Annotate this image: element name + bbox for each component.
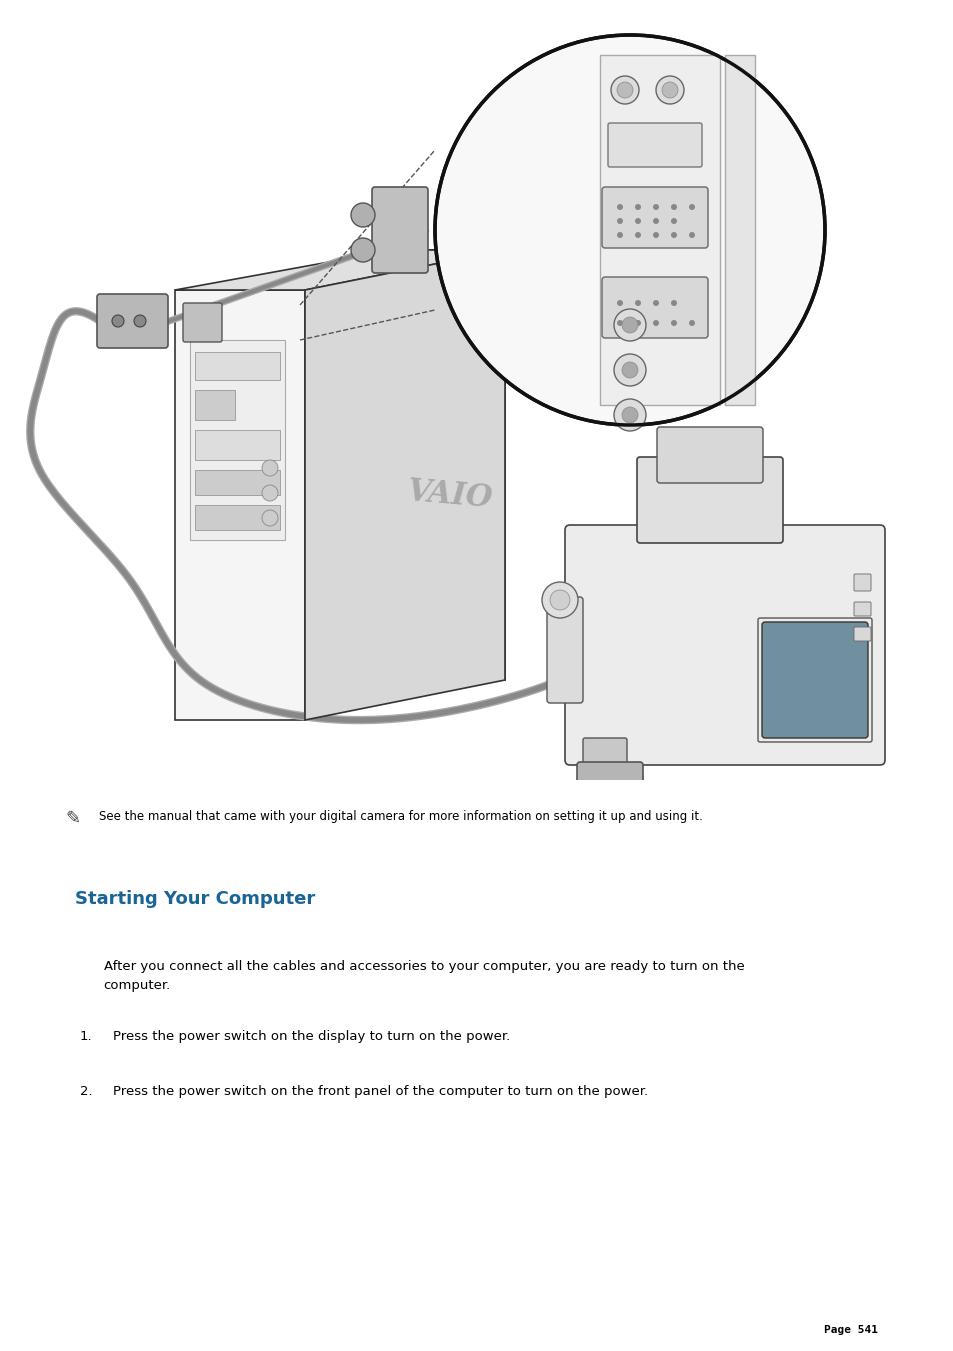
FancyBboxPatch shape bbox=[194, 505, 280, 530]
Text: Page 541: Page 541 bbox=[822, 1325, 877, 1335]
Circle shape bbox=[617, 204, 622, 209]
FancyBboxPatch shape bbox=[657, 427, 762, 484]
FancyBboxPatch shape bbox=[190, 340, 285, 540]
Text: Starting Your Computer: Starting Your Computer bbox=[75, 890, 314, 908]
Circle shape bbox=[621, 407, 638, 423]
Circle shape bbox=[652, 218, 659, 224]
FancyBboxPatch shape bbox=[97, 295, 168, 349]
FancyBboxPatch shape bbox=[564, 526, 884, 765]
Circle shape bbox=[670, 320, 677, 326]
FancyBboxPatch shape bbox=[724, 55, 754, 405]
FancyBboxPatch shape bbox=[607, 123, 701, 168]
FancyBboxPatch shape bbox=[853, 627, 870, 640]
Circle shape bbox=[610, 76, 639, 104]
FancyBboxPatch shape bbox=[577, 762, 642, 798]
Circle shape bbox=[133, 315, 146, 327]
Circle shape bbox=[652, 320, 659, 326]
Circle shape bbox=[550, 590, 569, 611]
FancyBboxPatch shape bbox=[637, 457, 782, 543]
Polygon shape bbox=[305, 250, 504, 720]
FancyBboxPatch shape bbox=[853, 574, 870, 590]
Circle shape bbox=[635, 218, 640, 224]
Circle shape bbox=[635, 232, 640, 238]
Circle shape bbox=[435, 35, 824, 426]
Text: 2.: 2. bbox=[80, 1085, 92, 1098]
Polygon shape bbox=[174, 250, 504, 290]
Circle shape bbox=[635, 300, 640, 305]
Circle shape bbox=[635, 204, 640, 209]
Circle shape bbox=[652, 204, 659, 209]
Circle shape bbox=[617, 218, 622, 224]
Circle shape bbox=[614, 354, 645, 386]
Text: After you connect all the cables and accessories to your computer, you are ready: After you connect all the cables and acc… bbox=[104, 961, 743, 992]
Circle shape bbox=[112, 315, 124, 327]
Circle shape bbox=[617, 300, 622, 305]
Circle shape bbox=[635, 320, 640, 326]
Circle shape bbox=[262, 509, 277, 526]
FancyBboxPatch shape bbox=[395, 250, 504, 680]
Circle shape bbox=[670, 204, 677, 209]
FancyBboxPatch shape bbox=[601, 277, 707, 338]
Circle shape bbox=[688, 232, 695, 238]
Circle shape bbox=[652, 300, 659, 305]
Circle shape bbox=[670, 218, 677, 224]
FancyBboxPatch shape bbox=[853, 603, 870, 616]
Circle shape bbox=[652, 232, 659, 238]
FancyBboxPatch shape bbox=[183, 303, 222, 342]
Circle shape bbox=[617, 82, 633, 99]
FancyBboxPatch shape bbox=[599, 55, 720, 405]
FancyBboxPatch shape bbox=[546, 597, 582, 703]
FancyBboxPatch shape bbox=[194, 470, 280, 494]
Circle shape bbox=[617, 232, 622, 238]
Text: 1.: 1. bbox=[80, 1029, 92, 1043]
FancyBboxPatch shape bbox=[194, 430, 280, 459]
FancyBboxPatch shape bbox=[372, 186, 428, 273]
Circle shape bbox=[614, 309, 645, 340]
Circle shape bbox=[688, 204, 695, 209]
Text: Press the power switch on the display to turn on the power.: Press the power switch on the display to… bbox=[113, 1029, 510, 1043]
Circle shape bbox=[262, 459, 277, 476]
Circle shape bbox=[621, 362, 638, 378]
Circle shape bbox=[262, 485, 277, 501]
Text: Press the power switch on the front panel of the computer to turn on the power.: Press the power switch on the front pane… bbox=[113, 1085, 648, 1098]
FancyBboxPatch shape bbox=[174, 290, 305, 720]
Circle shape bbox=[617, 320, 622, 326]
Text: See the manual that came with your digital camera for more information on settin: See the manual that came with your digit… bbox=[99, 811, 702, 823]
Text: VAIO: VAIO bbox=[406, 476, 494, 515]
Circle shape bbox=[614, 399, 645, 431]
Circle shape bbox=[656, 76, 683, 104]
Circle shape bbox=[670, 300, 677, 305]
Circle shape bbox=[351, 238, 375, 262]
Circle shape bbox=[661, 82, 678, 99]
FancyBboxPatch shape bbox=[601, 186, 707, 249]
FancyBboxPatch shape bbox=[194, 353, 280, 380]
Circle shape bbox=[670, 232, 677, 238]
FancyBboxPatch shape bbox=[761, 621, 867, 738]
FancyBboxPatch shape bbox=[582, 738, 626, 767]
Circle shape bbox=[351, 203, 375, 227]
Circle shape bbox=[688, 320, 695, 326]
Circle shape bbox=[621, 317, 638, 332]
Circle shape bbox=[541, 582, 578, 617]
Text: ✎: ✎ bbox=[66, 811, 80, 828]
FancyBboxPatch shape bbox=[194, 390, 234, 420]
